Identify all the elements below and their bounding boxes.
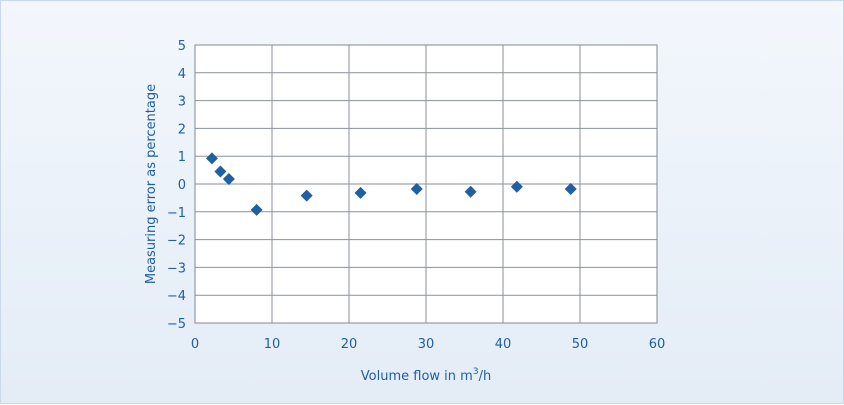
x-tick-label: 50 — [572, 337, 589, 352]
data-point-marker — [564, 183, 577, 196]
data-point-marker — [410, 183, 423, 196]
x-axis-label: Volume flow in m3/h — [361, 367, 491, 384]
x-tick-label: 60 — [649, 337, 666, 352]
data-point-marker — [214, 165, 227, 178]
data-point-marker — [250, 203, 263, 216]
y-tick-label: −3 — [167, 261, 186, 276]
data-points — [205, 152, 577, 216]
y-tick-label: 5 — [178, 39, 186, 54]
y-tick-label: 3 — [178, 95, 186, 110]
data-point-marker — [510, 180, 523, 193]
x-tick-label: 30 — [418, 337, 435, 352]
x-tick-label: 10 — [264, 337, 281, 352]
data-point-marker — [464, 185, 477, 198]
x-tick-label: 40 — [495, 337, 512, 352]
y-tick-labels: 5 4 3 2 1 0 −1 −2 −3 −4 −5 — [167, 39, 186, 332]
y-tick-label: 2 — [178, 122, 186, 137]
y-tick-label: 1 — [178, 150, 186, 165]
x-axis-label-suffix: /h — [479, 369, 492, 384]
data-point-marker — [205, 152, 218, 165]
x-tick-label: 20 — [341, 337, 358, 352]
data-point-marker — [300, 189, 313, 202]
y-tick-label: 0 — [178, 178, 186, 193]
data-point-marker — [354, 186, 367, 199]
x-axis-label-main: Volume flow in m — [361, 369, 473, 384]
y-tick-label: 4 — [178, 67, 186, 82]
grid-lines — [195, 45, 657, 323]
data-point-marker — [222, 172, 235, 185]
y-axis-label: Measuring error as percentage — [144, 84, 159, 284]
y-tick-label: −1 — [167, 206, 186, 221]
x-tick-label: 0 — [191, 337, 199, 352]
y-tick-label: −5 — [167, 317, 186, 332]
x-tick-labels: 0 10 20 30 40 50 60 — [191, 337, 665, 352]
y-tick-label: −2 — [167, 234, 186, 249]
x-axis-label-superscript: 3 — [473, 367, 479, 377]
y-tick-label: −4 — [167, 289, 186, 304]
